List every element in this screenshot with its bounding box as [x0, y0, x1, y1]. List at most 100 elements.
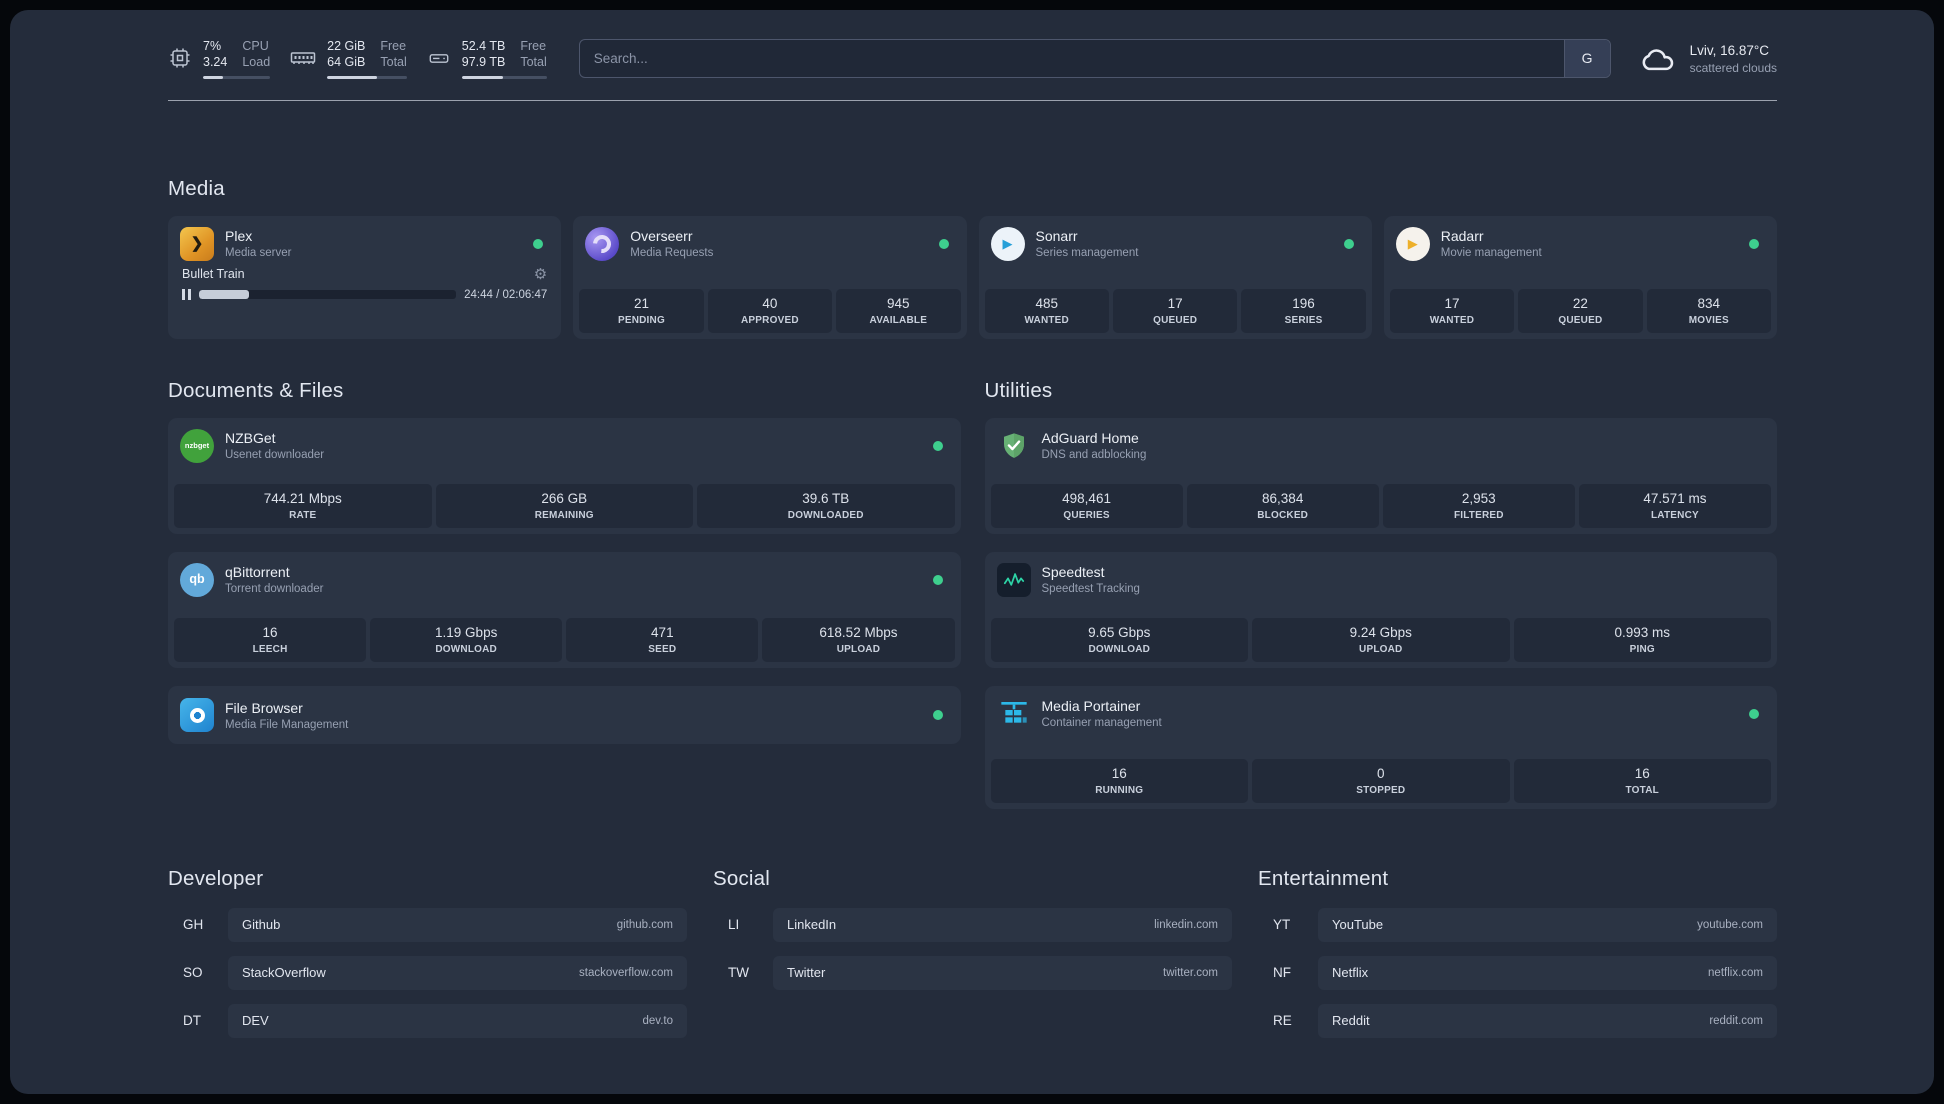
speedtest-stats: 9.65 Gbps DOWNLOAD 9.24 Gbps UPLOAD 0.99…	[990, 617, 1771, 662]
status-dot	[932, 710, 943, 720]
stat-seed: 471 SEED	[566, 617, 759, 662]
service-card-adguard[interactable]: AdGuard Home DNS and adblocking 498,461 …	[984, 417, 1777, 534]
speedtest-icon	[996, 562, 1031, 597]
service-title: Plex	[225, 228, 253, 244]
bookmark-twitter: TW Twitter twitter.com	[713, 955, 1232, 990]
nzbget-stats: 744.21 Mbps RATE 266 GB REMAINING 39.6 T…	[174, 483, 955, 528]
bookmark-abbr: TW	[728, 965, 749, 980]
bookmark-group-social: Social LI LinkedIn linkedin.com TW Twitt…	[713, 867, 1232, 1052]
service-title: NZBGet	[225, 430, 276, 446]
disk-usage-bar-fill	[461, 75, 503, 79]
top-bar: 7% 3.24 CPU Load	[168, 38, 1777, 79]
service-subtitle: Torrent downloader	[225, 583, 324, 595]
service-title: File Browser	[225, 699, 303, 716]
memory-usage-bar-fill	[327, 75, 377, 79]
service-card-overseerr[interactable]: Overseerr Media Requests 21 PENDING 40 A…	[573, 215, 967, 339]
memory-total-label: Total	[380, 55, 407, 70]
memory-usage-bar	[327, 75, 407, 79]
pause-icon[interactable]	[182, 289, 191, 300]
memory-free-value: 22 GiB	[327, 39, 366, 53]
cpu-usage-bar-fill	[203, 75, 224, 79]
bookmark-link-twitter[interactable]: Twitter twitter.com	[773, 955, 1232, 990]
service-card-speedtest[interactable]: Speedtest Speedtest Tracking 9.65 Gbps D…	[984, 551, 1777, 668]
status-dot	[938, 238, 949, 249]
playback-time: 24:44 / 02:06:47	[464, 288, 548, 301]
bookmark-stackoverflow: SO StackOverflow stackoverflow.com	[168, 955, 687, 990]
service-title: Overseerr	[630, 228, 693, 244]
search-input[interactable]	[579, 39, 1564, 77]
weather-widget[interactable]: Lviv, 16.87°C scattered clouds	[1637, 41, 1777, 75]
service-card-radarr[interactable]: ▶ Radarr Movie management 17 WANTED 22	[1383, 215, 1777, 339]
disk-total-label: Total	[520, 55, 547, 70]
status-dot	[533, 238, 544, 249]
service-subtitle: Media File Management	[225, 718, 349, 731]
plex-icon: ❯	[180, 226, 214, 261]
service-title: Speedtest	[1041, 564, 1105, 580]
stat-pending: 21 PENDING	[579, 288, 704, 333]
bookmark-linkedin: LI LinkedIn linkedin.com	[713, 907, 1232, 942]
stat-latency: 47.571 ms LATENCY	[1578, 483, 1771, 528]
portainer-stats: 16 RUNNING 0 STOPPED 16 TOTAL	[990, 758, 1771, 803]
radarr-stats: 17 WANTED 22 QUEUED 834 MOVIES	[1389, 288, 1772, 333]
topbar-divider	[168, 99, 1777, 101]
status-dot	[932, 574, 943, 585]
bookmark-link-linkedin[interactable]: LinkedIn linkedin.com	[773, 907, 1232, 942]
overseerr-stats: 21 PENDING 40 APPROVED 945 AVAILABLE	[579, 288, 961, 333]
cpu-widget: 7% 3.24 CPU Load	[168, 38, 271, 79]
service-card-plex[interactable]: ❯ Plex Media server Bullet Train ⚙	[168, 215, 562, 339]
service-subtitle: Movie management	[1440, 247, 1542, 259]
service-title: Radarr	[1440, 228, 1484, 244]
bookmark-link-dev[interactable]: DEV dev.to	[228, 1003, 687, 1038]
stat-stopped: 0 STOPPED	[1252, 758, 1510, 803]
disk-usage-bar	[461, 75, 547, 79]
section-heading-developer: Developer	[168, 866, 264, 890]
bookmark-group-developer: Developer GH Github github.com SO StackO…	[168, 867, 687, 1052]
weather-location: Lviv, 16.87°C	[1689, 43, 1770, 59]
service-subtitle: Usenet downloader	[225, 449, 325, 461]
service-card-portainer[interactable]: Media Portainer Container management 16 …	[984, 685, 1777, 809]
section-heading-social: Social	[713, 866, 771, 890]
section-heading-utilities: Utilities	[984, 378, 1053, 402]
bookmark-github: GH Github github.com	[168, 907, 687, 942]
portainer-icon	[997, 697, 1031, 731]
service-title: qBittorrent	[225, 564, 290, 580]
bookmark-link-netflix[interactable]: Netflix netflix.com	[1318, 955, 1777, 990]
stat-download: 1.19 Gbps DOWNLOAD	[370, 617, 563, 662]
service-subtitle: Media server	[225, 247, 292, 259]
gear-icon[interactable]: ⚙	[533, 265, 548, 283]
service-card-qbittorrent[interactable]: qb qBittorrent Torrent downloader 16	[168, 551, 961, 668]
stat-wanted: 485 WANTED	[984, 288, 1109, 333]
sonarr-stats: 485 WANTED 17 QUEUED 196 SERIES	[984, 288, 1366, 333]
stat-remaining: 266 GB REMAINING	[435, 483, 693, 528]
status-dot	[932, 440, 943, 451]
bookmark-link-stackoverflow[interactable]: StackOverflow stackoverflow.com	[228, 955, 687, 990]
service-title: Sonarr	[1035, 228, 1078, 244]
bookmark-link-reddit[interactable]: Reddit reddit.com	[1318, 1003, 1777, 1038]
sonarr-icon: ▶	[990, 226, 1025, 261]
section-heading-media: Media	[168, 176, 225, 200]
stat-leech: 16 LEECH	[174, 617, 367, 662]
service-card-nzbget[interactable]: nzbget NZBGet Usenet downloader 744.21 M…	[168, 417, 961, 534]
search-provider-button[interactable]: G	[1563, 39, 1610, 77]
service-card-filebrowser[interactable]: File Browser Media File Management	[168, 685, 961, 744]
status-dot	[1749, 238, 1759, 249]
documents-column: Documents & Files nzbget NZBGet Usenet d…	[168, 379, 961, 809]
bookmark-link-youtube[interactable]: YouTube youtube.com	[1318, 907, 1777, 942]
stat-downloaded: 39.6 TB DOWNLOADED	[697, 483, 955, 528]
overseerr-icon	[585, 226, 620, 261]
dashboard-frame: 7% 3.24 CPU Load	[10, 10, 1934, 1094]
cpu-usage-bar	[203, 75, 271, 79]
stat-filtered: 2,953 FILTERED	[1382, 483, 1575, 528]
service-card-sonarr[interactable]: ▶ Sonarr Series management 485 WANTED 17	[978, 215, 1372, 339]
bookmark-abbr: GH	[183, 917, 204, 932]
plex-progress-row: 24:44 / 02:06:47	[174, 282, 555, 305]
cpu-percent: 7%	[203, 39, 222, 53]
bookmark-link-github[interactable]: Github github.com	[228, 907, 687, 942]
section-heading-entertainment: Entertainment	[1258, 866, 1389, 890]
adguard-stats: 498,461 QUERIES 86,384 BLOCKED 2,953 FIL…	[990, 483, 1771, 528]
utilities-column: Utilities	[984, 378, 1777, 809]
cpu-load-value: 3.24	[203, 55, 228, 70]
bookmark-group-entertainment: Entertainment YT YouTube youtube.com NF …	[1258, 867, 1777, 1052]
playback-progress-bar[interactable]	[199, 290, 457, 299]
middle-grid: Documents & Files nzbget NZBGet Usenet d…	[168, 379, 1777, 809]
